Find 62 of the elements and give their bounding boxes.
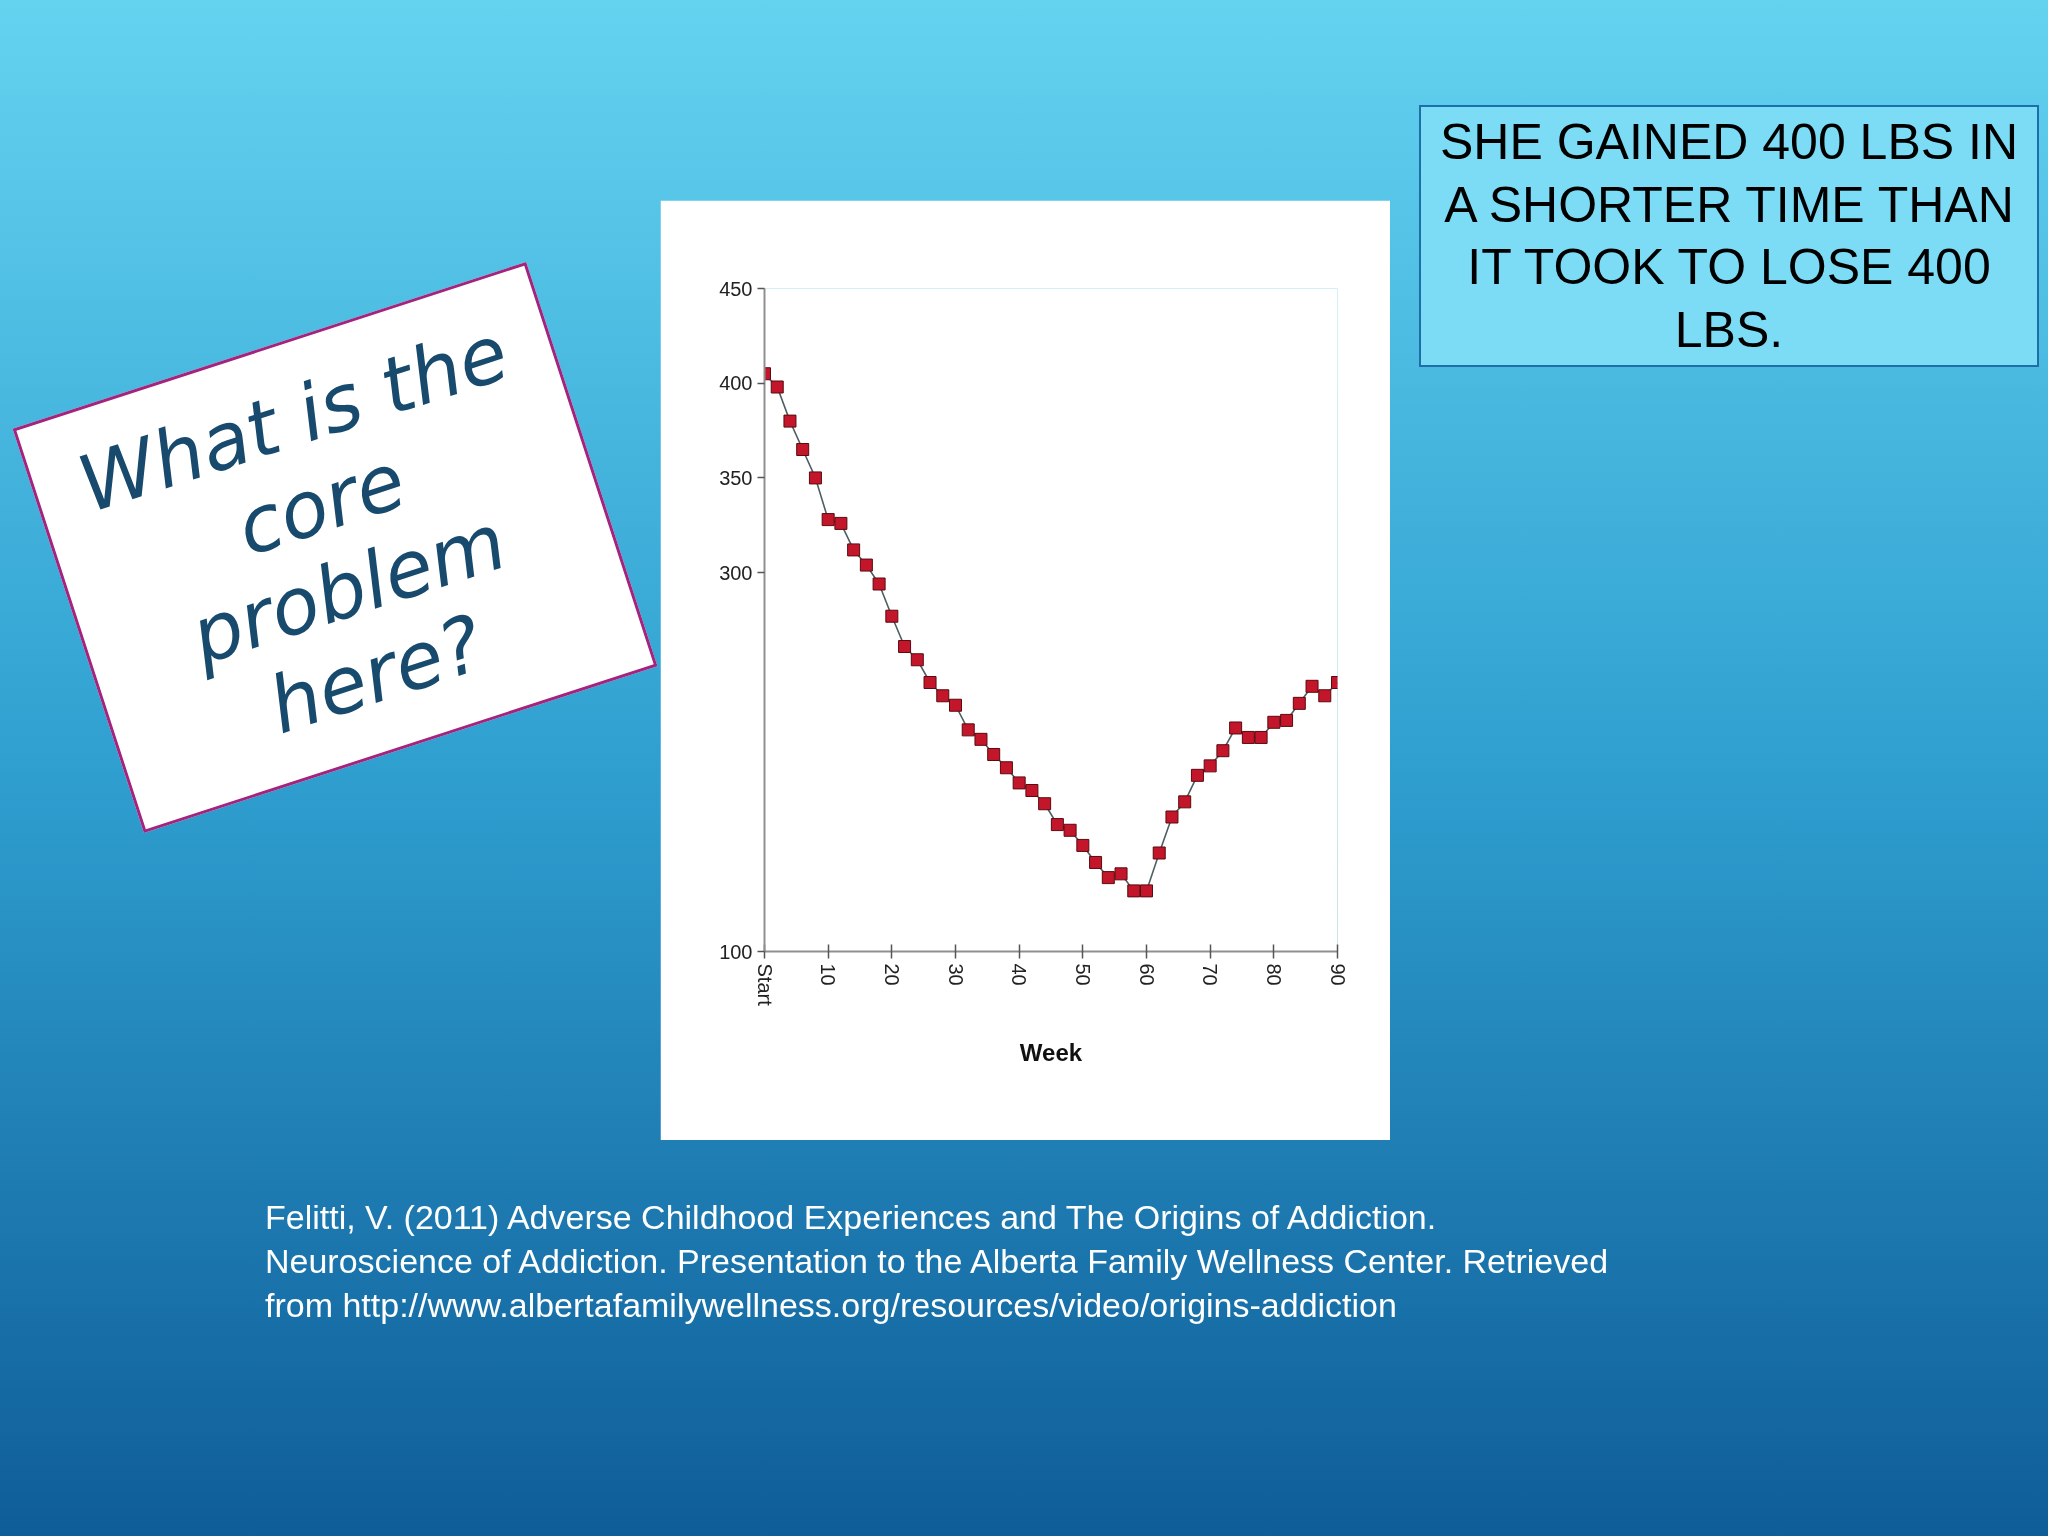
point bbox=[885, 609, 899, 623]
point bbox=[1229, 721, 1243, 735]
point bbox=[821, 513, 835, 527]
point bbox=[910, 653, 924, 667]
point bbox=[1178, 795, 1192, 809]
point bbox=[1114, 867, 1128, 881]
point bbox=[1254, 730, 1268, 744]
point bbox=[987, 747, 1001, 761]
point bbox=[872, 577, 886, 591]
point bbox=[1190, 768, 1204, 782]
x-tick-label: 20 bbox=[880, 963, 903, 986]
point bbox=[936, 689, 950, 703]
point bbox=[1089, 855, 1103, 869]
point bbox=[1076, 838, 1090, 852]
point bbox=[1280, 713, 1294, 727]
x-tick-label: 40 bbox=[1008, 963, 1031, 986]
point bbox=[1127, 884, 1141, 898]
point bbox=[1292, 696, 1306, 710]
point bbox=[1025, 783, 1039, 797]
point bbox=[1216, 744, 1230, 758]
point bbox=[1038, 797, 1052, 811]
point bbox=[770, 380, 784, 394]
x-tick-label: 10 bbox=[817, 963, 840, 986]
point bbox=[859, 558, 873, 572]
point bbox=[1241, 730, 1255, 744]
point bbox=[847, 543, 861, 557]
x-tick-label: 80 bbox=[1262, 963, 1285, 986]
text: Felitti, V. (2011) Adverse Childhood Experiences and The Origins of Addiction. Neuroscience of Addiction. Presentation to the Alberta Family Wellness Center. Retrieved from http://www.albertafamilywellness.org/resources/video/origins-addiction bbox=[265, 1197, 1609, 1327]
x-tick-label: 30 bbox=[944, 963, 967, 986]
point bbox=[1305, 679, 1319, 693]
point bbox=[1101, 871, 1115, 885]
point bbox=[949, 698, 962, 712]
point bbox=[1165, 810, 1179, 824]
point bbox=[923, 676, 937, 690]
y-tick-label: 100 bbox=[719, 940, 753, 963]
y-tick-label: 300 bbox=[719, 561, 753, 584]
point bbox=[796, 443, 810, 457]
point bbox=[808, 471, 822, 485]
point bbox=[961, 723, 975, 737]
y-tick-label: 450 bbox=[719, 277, 753, 300]
x-tick-label: 60 bbox=[1135, 963, 1158, 986]
y-tick-label: 350 bbox=[719, 466, 753, 489]
point bbox=[974, 732, 988, 746]
point bbox=[1063, 823, 1077, 837]
point bbox=[1152, 846, 1166, 860]
x-axis-title: Week bbox=[1019, 1038, 1083, 1066]
point bbox=[1050, 818, 1064, 832]
point bbox=[1140, 884, 1153, 898]
x-tick-label: Start bbox=[753, 963, 776, 1007]
point bbox=[834, 516, 848, 530]
point bbox=[1318, 689, 1332, 703]
point bbox=[1267, 715, 1281, 729]
point bbox=[783, 414, 797, 428]
text: SHE GAINED 400 LBS IN A SHORTER TIME THAN IT TOOK TO LOSE 400 LBS. bbox=[1439, 113, 2019, 360]
x-tick-label: 90 bbox=[1326, 963, 1349, 986]
point bbox=[999, 761, 1013, 775]
y-tick-label: 400 bbox=[719, 372, 753, 395]
x-tick-label: 70 bbox=[1199, 963, 1222, 986]
point bbox=[1012, 776, 1026, 790]
x-tick-label: 50 bbox=[1071, 963, 1094, 986]
point bbox=[898, 640, 912, 654]
point bbox=[1203, 759, 1217, 773]
